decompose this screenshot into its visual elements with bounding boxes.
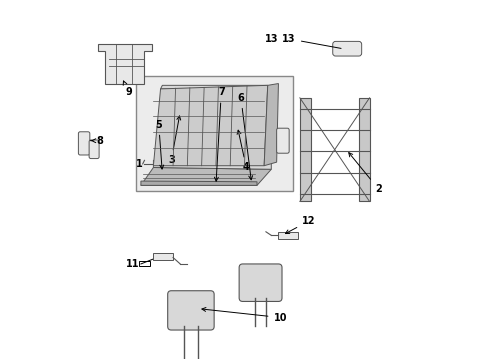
Text: 10: 10 bbox=[202, 307, 286, 323]
Polygon shape bbox=[153, 85, 267, 166]
Text: 13: 13 bbox=[282, 34, 340, 48]
FancyBboxPatch shape bbox=[278, 232, 298, 239]
Polygon shape bbox=[358, 98, 369, 202]
Text: 6: 6 bbox=[237, 93, 252, 180]
FancyBboxPatch shape bbox=[332, 41, 361, 56]
Text: 13: 13 bbox=[264, 34, 278, 44]
FancyBboxPatch shape bbox=[276, 128, 288, 153]
FancyBboxPatch shape bbox=[153, 252, 173, 260]
Polygon shape bbox=[98, 44, 151, 84]
Polygon shape bbox=[141, 167, 271, 185]
FancyBboxPatch shape bbox=[135, 76, 292, 191]
Text: 4: 4 bbox=[237, 130, 249, 172]
FancyBboxPatch shape bbox=[89, 140, 99, 158]
FancyBboxPatch shape bbox=[239, 264, 282, 301]
Polygon shape bbox=[299, 98, 310, 202]
Text: 9: 9 bbox=[123, 81, 131, 98]
Text: 1: 1 bbox=[136, 159, 142, 169]
Polygon shape bbox=[264, 84, 278, 166]
Text: 11: 11 bbox=[125, 259, 139, 269]
Polygon shape bbox=[141, 181, 257, 185]
Text: 7: 7 bbox=[214, 87, 224, 181]
FancyBboxPatch shape bbox=[167, 291, 214, 330]
Text: 3: 3 bbox=[167, 116, 181, 165]
Polygon shape bbox=[153, 160, 271, 169]
Text: 2: 2 bbox=[348, 153, 381, 194]
FancyBboxPatch shape bbox=[78, 132, 90, 155]
Polygon shape bbox=[160, 85, 267, 89]
Text: 8: 8 bbox=[91, 136, 103, 146]
Text: 5: 5 bbox=[155, 120, 163, 169]
Text: 12: 12 bbox=[285, 216, 315, 234]
